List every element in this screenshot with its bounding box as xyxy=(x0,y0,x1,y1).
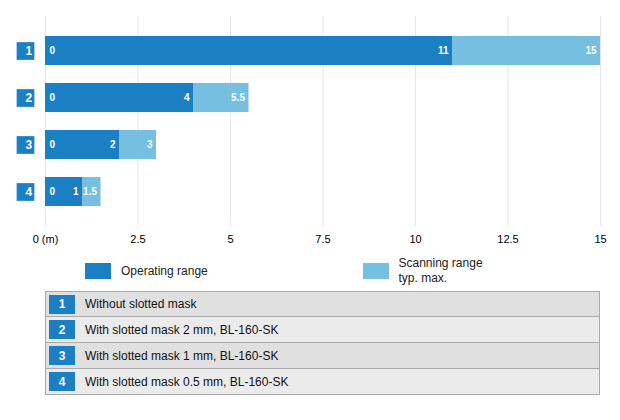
html-text:With slotted mask 2 mm, BL-160: With slotted mask 2 mm, BL-160-SK xyxy=(85,322,279,337)
svg-text:1.5: 1.5 xyxy=(83,186,97,197)
svg-text:11: 11 xyxy=(438,45,449,56)
svg-text:1: 1 xyxy=(26,44,33,58)
html-text:Scanning range typ. max.: Scanning range typ. max. xyxy=(398,256,483,285)
svg-text:1: 1 xyxy=(73,186,79,197)
html-text:With slotted mask 1 mm, BL-160: With slotted mask 1 mm, BL-160-SK xyxy=(85,348,279,363)
html-text:Operating range: Operating range xyxy=(121,263,208,278)
svg-text:2: 2 xyxy=(26,91,33,105)
html-text:With slotted mask 0.5 mm, BL-1: With slotted mask 0.5 mm, BL-160-SK xyxy=(85,374,289,389)
svg-text:2.5: 2.5 xyxy=(130,233,145,245)
svg-text:10: 10 xyxy=(409,233,421,245)
svg-text:7.5: 7.5 xyxy=(315,233,330,245)
svg-text:0: 0 xyxy=(50,45,56,56)
html-text:3: 3 xyxy=(58,348,66,363)
svg-text:0: 0 xyxy=(50,139,56,150)
svg-text:12.5: 12.5 xyxy=(497,233,518,245)
svg-text:2: 2 xyxy=(110,139,116,150)
svg-text:15: 15 xyxy=(585,45,597,56)
html-text:4: 4 xyxy=(58,374,66,389)
svg-text:0: 0 xyxy=(50,186,56,197)
svg-text:0: 0 xyxy=(50,92,56,103)
svg-text:5.5: 5.5 xyxy=(231,92,245,103)
html-text:Without slotted mask: Without slotted mask xyxy=(85,297,197,311)
svg-text:3: 3 xyxy=(26,138,33,152)
svg-text:4: 4 xyxy=(184,92,190,103)
svg-text:3: 3 xyxy=(147,139,153,150)
svg-text:4: 4 xyxy=(26,185,33,199)
svg-text:0 (m): 0 (m) xyxy=(33,233,59,245)
html-text:1: 1 xyxy=(58,297,66,311)
svg-text:5: 5 xyxy=(227,233,233,245)
svg-text:15: 15 xyxy=(594,233,606,245)
html-text:2: 2 xyxy=(58,322,66,337)
